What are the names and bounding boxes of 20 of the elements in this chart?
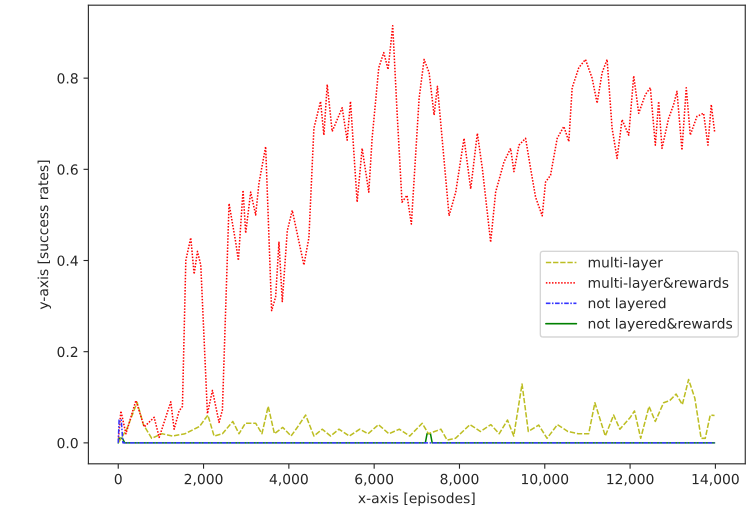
x-tick-label: 6,000 <box>355 474 394 486</box>
legend-label: not layered <box>588 298 666 312</box>
y-axis-title: y-axis [success rates] <box>38 160 52 310</box>
x-tick-label: 2,000 <box>184 474 223 486</box>
x-tick-label: 8,000 <box>440 474 478 486</box>
x-tick-label: 14,000 <box>692 474 739 486</box>
x-tick-label: 0 <box>114 474 122 484</box>
x-tick-label: 12,000 <box>607 474 654 486</box>
legend-label: not layered&rewards <box>588 318 732 332</box>
y-tick-label: 0.8 <box>57 73 78 84</box>
y-tick-label: 0.2 <box>57 346 78 358</box>
x-axis-title: x-axis [episodes] <box>358 492 475 506</box>
legend-label: multi-layer <box>588 256 663 270</box>
x-tick-label: 4,000 <box>270 474 308 486</box>
line-series <box>117 378 716 444</box>
legend-label: multi-layer&rewards <box>588 277 728 291</box>
y-tick-label: 0.6 <box>57 164 78 175</box>
y-tick-label: 0.0 <box>57 438 78 448</box>
y-tick-label: 0.4 <box>57 255 78 266</box>
x-tick-label: 10,000 <box>522 474 568 486</box>
